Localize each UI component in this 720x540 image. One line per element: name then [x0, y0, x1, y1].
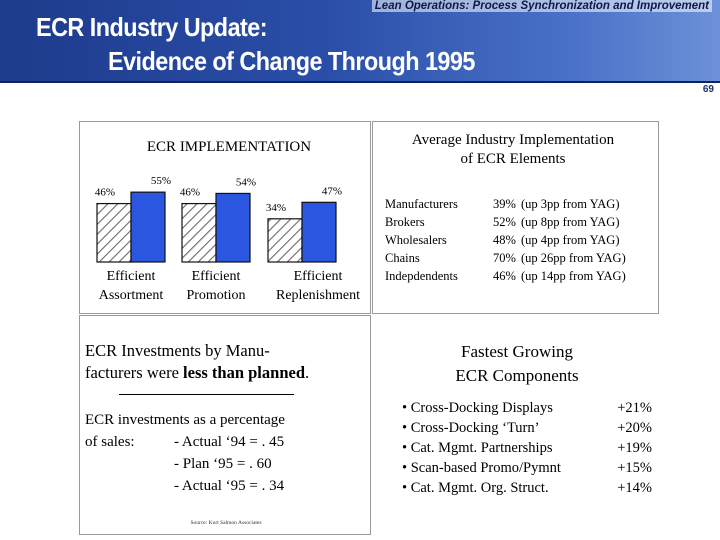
investments-plan-95: - Plan ‘95 = . 60	[174, 456, 272, 472]
chart-title: ECR IMPLEMENTATION	[147, 139, 311, 155]
header-banner: Lean Operations: Process Synchronization…	[0, 0, 720, 83]
average-change: (up 26pp from YAG)	[521, 251, 626, 265]
average-value: 70%	[493, 251, 516, 265]
value-label: 34%	[266, 202, 286, 214]
component-growth: +19%	[617, 440, 652, 456]
average-value: 39%	[493, 197, 516, 211]
investments-body-line2: of sales: - Actual ‘94 = . 45	[85, 432, 284, 453]
category-label: Efficient	[294, 269, 343, 284]
average-category: Manufacturers	[385, 197, 458, 211]
component-growth: +21%	[617, 400, 652, 416]
value-label: 46%	[180, 187, 200, 199]
bar-hatched-1	[181, 202, 217, 263]
average-category: Brokers	[385, 215, 425, 229]
component-growth: +14%	[617, 480, 652, 496]
fastest-title-line1: Fastest Growing	[461, 342, 573, 361]
average-change: (up 14pp from YAG)	[521, 269, 626, 283]
category-label: Assortment	[99, 288, 164, 303]
average-change: (up 8pp from YAG)	[521, 215, 620, 229]
ecr-implementation-chart: ECR IMPLEMENTATION 46% 55% Efficient Assort…	[95, 139, 360, 303]
average-implementation-panel: Average Industry Implementation of ECR E…	[372, 121, 659, 314]
investments-title-emphasis: less than planned	[183, 363, 305, 382]
category-label: Replenishment	[276, 288, 360, 303]
component-name: • Cat. Mgmt. Org. Struct.	[402, 480, 549, 496]
bar-hatched-0	[96, 202, 132, 263]
bar-solid-0	[130, 191, 166, 263]
average-value: 52%	[493, 215, 516, 229]
average-value: 46%	[493, 269, 516, 283]
investments-label: of sales:	[85, 434, 135, 450]
average-change: (up 4pp from YAG)	[521, 233, 620, 247]
value-label: 47%	[322, 185, 342, 197]
average-category: Wholesalers	[385, 233, 447, 247]
divider	[119, 394, 294, 395]
value-label: 46%	[95, 187, 115, 199]
value-label: 54%	[236, 176, 256, 188]
average-category: Chains	[385, 251, 420, 265]
investments-title: ECR Investments by Manu- facturers were …	[85, 340, 365, 384]
category-label: Promotion	[186, 288, 245, 303]
investments-title-prefix: facturers were	[85, 363, 184, 382]
bar-solid-2	[301, 201, 337, 263]
ecr-implementation-panel: ECR IMPLEMENTATION 46% 55% Efficient Assort…	[79, 121, 371, 314]
value-label: 55%	[151, 175, 171, 187]
investments-actual-95: - Actual ‘95 = . 34	[174, 478, 285, 494]
investments-body-line1: ECR investments as a percentage	[85, 412, 285, 428]
average-category: Indepdendents	[385, 269, 458, 283]
average-title: Average Industry Implementation of ECR E…	[393, 131, 633, 169]
average-title-line2: of ECR Elements	[460, 151, 566, 167]
investments-title-line2: facturers were less than planned.	[85, 362, 365, 384]
investments-title-line1: ECR Investments by Manu-	[85, 341, 270, 360]
investments-actual-94: - Actual ‘94 = . 45	[174, 434, 285, 450]
component-growth: +15%	[617, 460, 652, 476]
component-name: • Scan-based Promo/Pymnt	[402, 460, 561, 476]
component-growth: +20%	[617, 420, 652, 436]
component-name: • Cross-Docking Displays	[402, 400, 553, 416]
page-number: 69	[702, 84, 714, 95]
average-title-line1: Average Industry Implementation	[411, 132, 615, 148]
slide-title-line1: ECR Industry Update:	[36, 12, 268, 42]
fastest-growing-title: Fastest Growing ECR Components	[412, 340, 622, 388]
category-label: Efficient	[192, 269, 241, 284]
investments-title-suffix: .	[305, 363, 310, 382]
component-name: • Cat. Mgmt. Partnerships	[402, 440, 553, 456]
investments-panel: ECR Investments by Manu- facturers were …	[79, 315, 371, 535]
bar-solid-1	[215, 192, 251, 263]
presentation-subtitle: Lean Operations: Process Synchronization…	[371, 0, 712, 12]
bar-hatched-2	[267, 218, 303, 263]
source-note: Source: Kurt Salmon Associates	[190, 520, 262, 526]
average-change: (up 3pp from YAG)	[521, 197, 620, 211]
average-value: 48%	[493, 233, 516, 247]
fastest-title-line2: ECR Components	[455, 366, 579, 385]
slide-title-line2: Evidence of Change Through 1995	[108, 46, 475, 76]
component-name: • Cross-Docking ‘Turn’	[402, 420, 540, 436]
category-label: Efficient	[107, 269, 156, 284]
